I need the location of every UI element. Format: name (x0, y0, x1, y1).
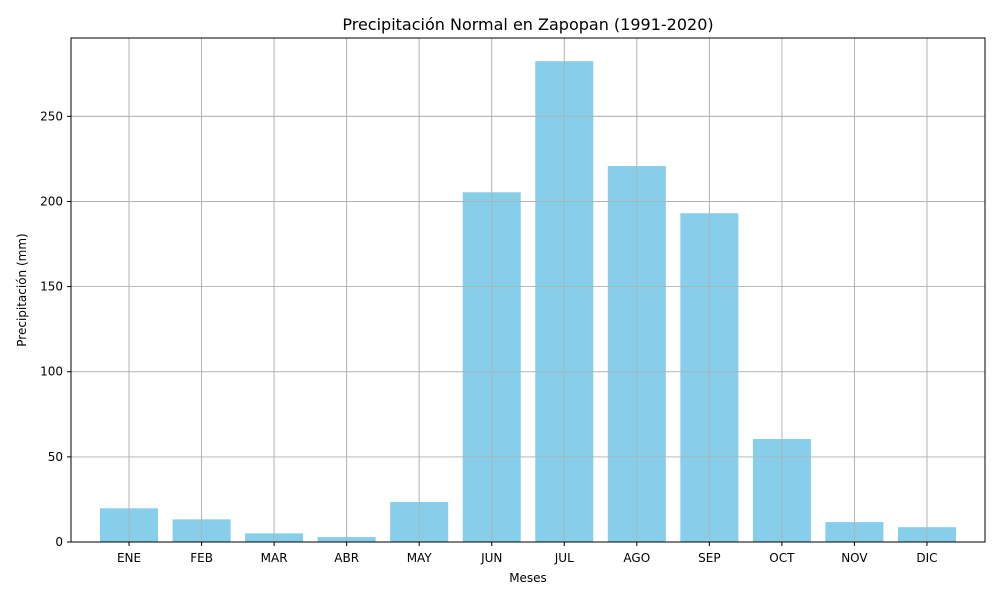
y-tick-label: 250 (40, 109, 63, 123)
x-axis-label: Meses (509, 571, 547, 585)
y-tick-label: 50 (48, 450, 63, 464)
grid-lines-overlay (71, 38, 985, 543)
x-tick-label: JUL (554, 551, 574, 565)
chart-title: Precipitación Normal en Zapopan (1991-20… (342, 15, 713, 34)
y-axis-label: Precipitación (mm) (15, 233, 29, 346)
y-tick-label: 200 (40, 194, 63, 208)
x-tick-label: JUN (480, 551, 502, 565)
x-tick-label: NOV (841, 551, 868, 565)
ticks: ENE FEB MAR ABR MAY JUN JUL AGO SEP OCT NOV DIC 0 50 1… (40, 109, 937, 565)
plot-frame (70, 37, 986, 543)
x-tick-label: FEB (190, 551, 213, 565)
x-tick-label: ABR (334, 551, 359, 565)
x-tick-label: ENE (117, 551, 141, 565)
x-tick-label: MAR (261, 551, 288, 565)
x-tick-label: AGO (623, 551, 650, 565)
x-tick-label: MAY (407, 551, 433, 565)
y-tick-label: 150 (40, 280, 63, 294)
y-tick-label: 100 (40, 365, 63, 379)
bars (100, 61, 956, 542)
x-tick-label: SEP (698, 551, 720, 565)
y-tick-label: 0 (55, 535, 63, 549)
x-tick-label: OCT (769, 551, 795, 565)
grid-lines (71, 38, 985, 543)
x-tick-label: DIC (916, 551, 937, 565)
